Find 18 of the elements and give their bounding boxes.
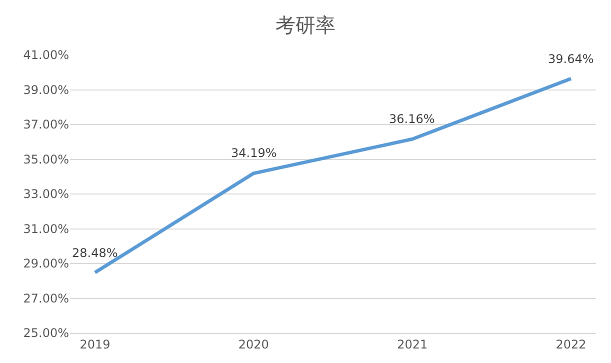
y-tick-label: 31.00% <box>23 222 69 236</box>
y-tick-label: 25.00% <box>23 326 69 340</box>
data-label: 39.64% <box>548 52 594 66</box>
y-tick-label: 35.00% <box>23 152 69 166</box>
x-tick-label: 2022 <box>556 337 586 352</box>
x-tick-label: 2021 <box>397 337 428 352</box>
y-tick-label: 29.00% <box>23 256 69 271</box>
x-tick-label: 2020 <box>238 337 269 352</box>
data-label: 28.48% <box>72 246 118 260</box>
y-tick-label: 27.00% <box>23 291 69 306</box>
y-tick-label: 33.00% <box>23 187 69 202</box>
y-tick-label: 37.00% <box>23 118 69 132</box>
y-tick-label: 41.00% <box>23 48 69 62</box>
data-label: 34.19% <box>231 146 277 160</box>
y-tick-label: 39.00% <box>23 82 69 97</box>
chart-title: 考研率 <box>276 13 336 38</box>
x-tick-label: 2019 <box>80 337 110 352</box>
data-label: 36.16% <box>389 112 435 126</box>
